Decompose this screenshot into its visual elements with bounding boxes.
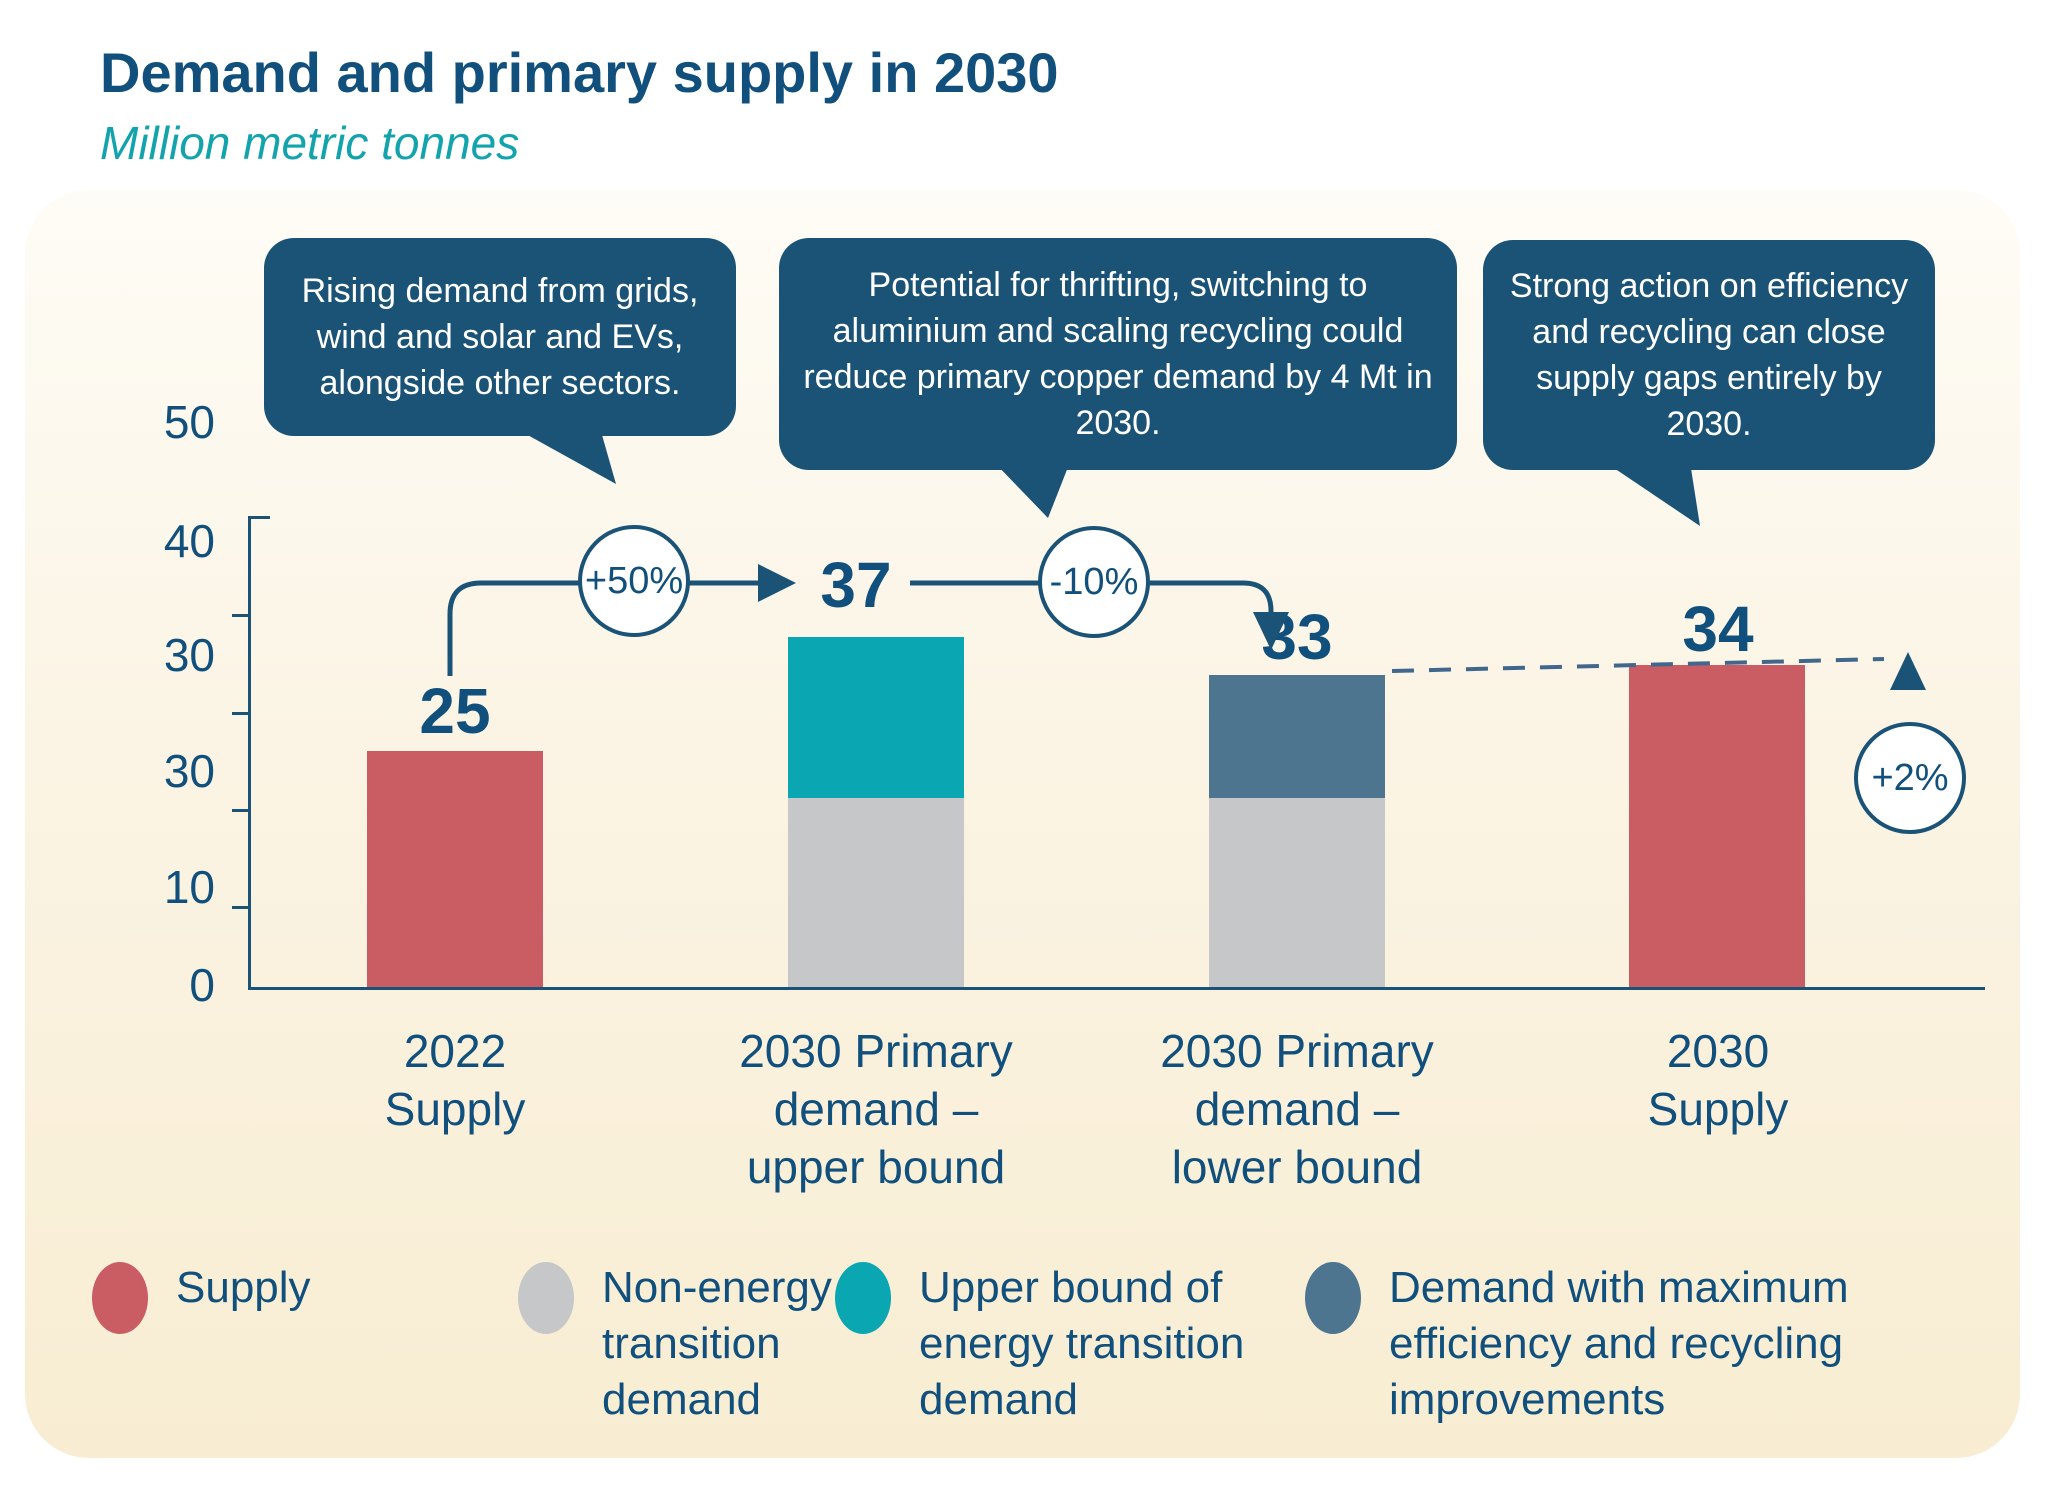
y-tick-label: 40 bbox=[163, 515, 215, 567]
bar-value-label: 37 bbox=[820, 549, 892, 621]
y-tick-label: 30 bbox=[163, 745, 215, 797]
y-axis-tick bbox=[232, 614, 249, 617]
y-axis-tick bbox=[232, 712, 249, 715]
legend-item-upper-bound: Upper bound of energy transition demand bbox=[835, 1260, 1244, 1428]
legend-item-non-energy: Non-energy transition demand bbox=[518, 1260, 832, 1428]
legend-dot-supply bbox=[92, 1262, 148, 1334]
legend-label: Supply bbox=[176, 1263, 311, 1312]
bar-2030-supply bbox=[1629, 0, 1805, 988]
percent-label: +2% bbox=[1871, 756, 1949, 799]
x-category-label: 2030 Primary demand – upper bound bbox=[739, 1025, 1013, 1193]
chart-subtitle: Million metric tonnes bbox=[100, 117, 520, 169]
y-axis-tick bbox=[248, 516, 270, 519]
bar-segment bbox=[788, 636, 964, 798]
legend-dot-non-energy bbox=[518, 1262, 574, 1334]
legend-item-max-efficiency: Demand with maximum efficiency and recyc… bbox=[1305, 1260, 1849, 1428]
y-axis-tick bbox=[232, 906, 249, 909]
legend-label: Non-energy transition demand bbox=[602, 1263, 832, 1424]
y-axis-line bbox=[248, 516, 251, 990]
callout-strong-action: Strong action on efficiency and recyclin… bbox=[1483, 240, 1935, 470]
callout-thrifting: Potential for thrifting, switching to al… bbox=[779, 238, 1457, 470]
bar-value-label: 34 bbox=[1682, 593, 1754, 665]
percent-badge-plus2: +2% bbox=[1854, 722, 1966, 834]
x-axis-baseline bbox=[248, 987, 1985, 990]
percent-badge-plus50: +50% bbox=[578, 525, 690, 637]
callout-text: Potential for thrifting, switching to al… bbox=[803, 266, 1433, 442]
legend-dot-max-efficiency bbox=[1305, 1262, 1361, 1334]
callout-text: Strong action on efficiency and recyclin… bbox=[1509, 267, 1909, 443]
bar-segment bbox=[367, 750, 543, 988]
percent-badge-minus10: -10% bbox=[1038, 526, 1150, 638]
bar-2030-demand-lower bbox=[1209, 0, 1385, 988]
x-category-label: 2022 Supply bbox=[384, 1025, 526, 1135]
bar-value-label: 25 bbox=[419, 675, 491, 747]
y-tick-label: 0 bbox=[189, 959, 215, 1011]
bar-2022-supply bbox=[367, 0, 543, 988]
legend-item-supply: Supply bbox=[92, 1260, 311, 1334]
y-tick-label: 50 bbox=[163, 396, 215, 448]
y-tick-label: 30 bbox=[163, 629, 215, 681]
y-tick-label: 10 bbox=[163, 861, 215, 913]
y-axis-tick bbox=[232, 809, 249, 812]
callout-text: Rising demand from grids, wind and solar… bbox=[301, 272, 699, 402]
bar-segment bbox=[1629, 665, 1805, 988]
x-category-label: 2030 Supply bbox=[1647, 1025, 1789, 1135]
callout-rising-demand: Rising demand from grids, wind and solar… bbox=[264, 238, 736, 436]
percent-label: -10% bbox=[1049, 560, 1139, 603]
chart-title: Demand and primary supply in 2030 bbox=[100, 41, 1059, 104]
bar-segment bbox=[788, 798, 964, 988]
legend-label: Upper bound of energy transition demand bbox=[919, 1263, 1245, 1424]
bar-segment bbox=[1209, 798, 1385, 988]
legend-label: Demand with maximum efficiency and recyc… bbox=[1389, 1263, 1849, 1424]
bar-2030-demand-upper bbox=[788, 0, 964, 988]
bar-segment bbox=[1209, 674, 1385, 798]
legend-dot-upper-bound bbox=[835, 1262, 891, 1334]
percent-label: +50% bbox=[584, 559, 684, 602]
x-category-label: 2030 Primary demand – lower bound bbox=[1160, 1025, 1434, 1193]
bar-value-label: 33 bbox=[1261, 601, 1333, 673]
